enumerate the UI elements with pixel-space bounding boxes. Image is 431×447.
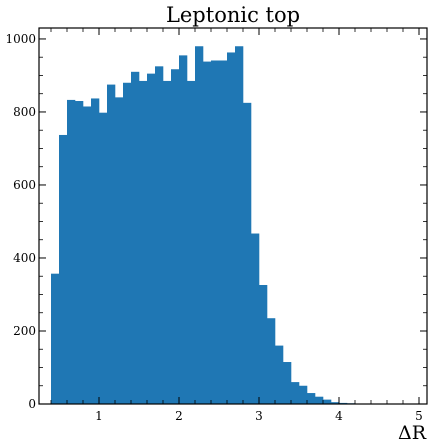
x-axis-label: ΔR xyxy=(398,422,427,444)
histogram-bar xyxy=(291,382,300,404)
y-tick-label: 800 xyxy=(13,105,36,119)
histogram-bar xyxy=(243,102,252,404)
histogram-bar xyxy=(139,80,148,404)
plot-frame xyxy=(38,27,428,405)
histogram-bar xyxy=(203,61,212,404)
histogram-bar xyxy=(195,46,204,404)
y-tick-label: 0 xyxy=(28,397,36,411)
histogram-bar xyxy=(259,284,268,404)
histogram-bar xyxy=(123,82,132,405)
histogram-bar xyxy=(59,134,68,404)
histogram-bar xyxy=(171,69,180,404)
histogram-bar xyxy=(275,345,284,404)
histogram-bar xyxy=(115,97,124,404)
histogram-bar xyxy=(83,106,92,404)
x-tick-label: 4 xyxy=(335,409,343,423)
x-tick-label: 2 xyxy=(175,409,183,423)
histogram-bar xyxy=(211,60,220,404)
x-tick-label: 1 xyxy=(95,409,103,423)
histogram-bar xyxy=(51,273,60,404)
y-axis: 0 200 400 600 800 1000 xyxy=(5,32,427,411)
y-tick-label: 1000 xyxy=(5,32,36,46)
histogram-bar xyxy=(299,385,308,404)
histogram-bar xyxy=(107,84,116,405)
histogram-bar xyxy=(91,98,100,404)
chart-title: Leptonic top xyxy=(166,3,300,27)
histogram-bar xyxy=(227,52,236,404)
histogram-bar xyxy=(323,399,332,404)
histogram-bar xyxy=(67,99,76,405)
histogram-bar xyxy=(267,318,276,404)
x-tick-label: 5 xyxy=(415,409,423,423)
x-tick-label: 3 xyxy=(255,409,263,423)
bars-group xyxy=(51,46,380,405)
histogram-bar xyxy=(219,60,228,404)
histogram-bar xyxy=(307,393,316,404)
x-axis: 1 2 3 4 5 xyxy=(50,28,423,423)
histogram-bar xyxy=(147,73,156,404)
y-tick-label: 200 xyxy=(13,324,36,338)
y-tick-label: 600 xyxy=(13,178,36,192)
histogram-bar xyxy=(187,80,196,404)
histogram-bar xyxy=(331,402,340,404)
histogram-bar xyxy=(99,112,108,405)
histogram-bar xyxy=(155,66,164,405)
histogram-bar xyxy=(235,46,244,404)
y-tick-label: 400 xyxy=(13,251,36,265)
histogram-bar xyxy=(131,71,140,405)
histogram-bar xyxy=(315,396,324,404)
histogram-bar xyxy=(75,101,84,405)
histogram-bar xyxy=(163,80,172,404)
histogram-bar xyxy=(179,55,188,405)
histogram-bar xyxy=(251,233,260,404)
histogram-bar xyxy=(283,362,292,404)
